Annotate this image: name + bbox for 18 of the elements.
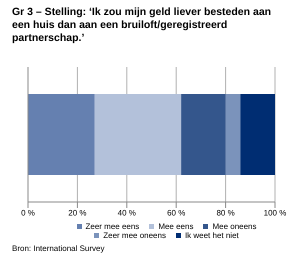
x-tick-label: 80 % — [216, 208, 235, 218]
bar — [240, 94, 275, 175]
text: Bron: International Survey — [11, 244, 106, 253]
bar — [226, 94, 240, 175]
legend-label: Ik weet het niet — [184, 231, 239, 240]
legend-label: Mee eens — [158, 222, 194, 231]
legend-label: Zeer mee eens — [86, 222, 140, 231]
x-tick-label: 40 % — [118, 208, 136, 218]
x-tick-label: 20 % — [68, 208, 87, 218]
bar — [28, 94, 95, 175]
legend-label: Mee oneens — [212, 222, 256, 231]
x-tick-label: 60 % — [167, 208, 186, 218]
chart-title: Gr 3 – Stelling: ‘Ik zou mijn geld liever besteden aan een huis dan aan een bruiloft/geregistreerd partnerschap.’ — [11, 6, 272, 45]
bar — [94, 94, 182, 175]
x-tick-label: 100 % — [264, 208, 286, 218]
x-tick-label: 0 % — [21, 208, 35, 218]
legend-label: Zeer mee oneens — [103, 231, 166, 240]
bar — [181, 94, 226, 175]
